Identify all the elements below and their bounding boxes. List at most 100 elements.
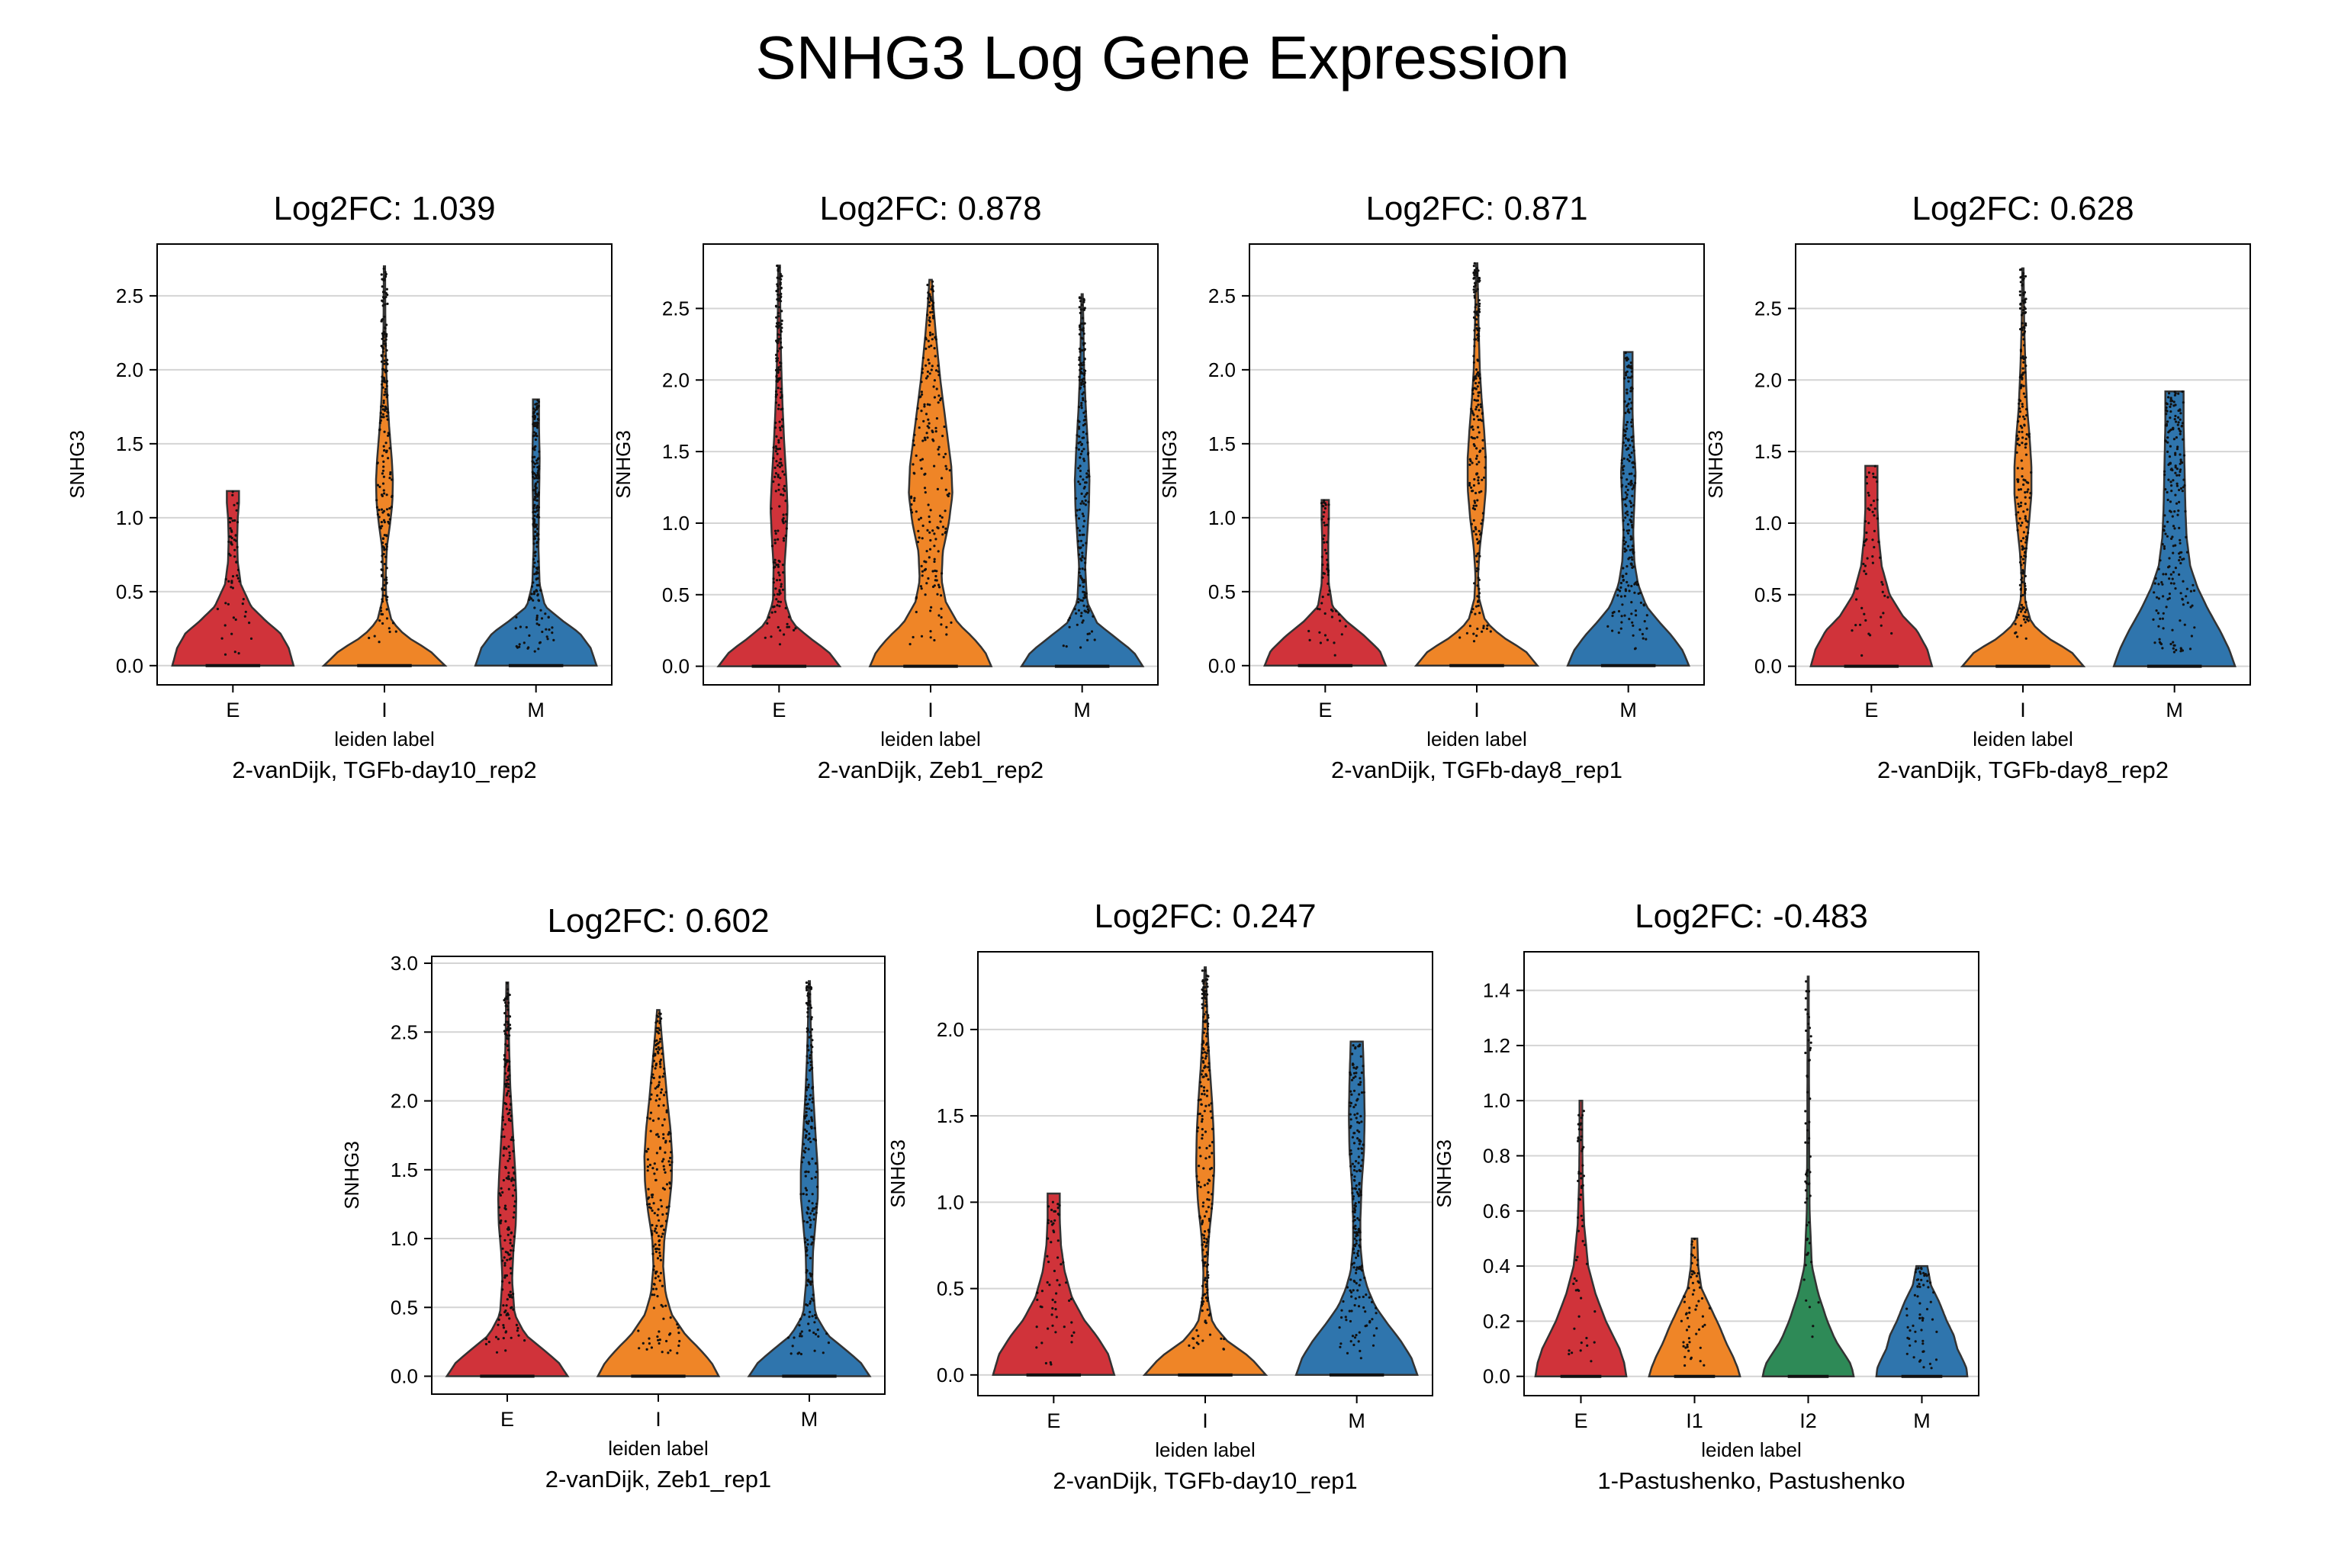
cell-point: [1307, 629, 1310, 633]
cell-point: [1362, 1091, 1365, 1094]
cell-point: [1322, 571, 1325, 575]
cell-point: [2017, 503, 2020, 506]
x-tick-label: I: [655, 1408, 661, 1431]
cell-point: [2181, 390, 2184, 394]
cell-point: [385, 333, 388, 336]
x-tick-label: I: [928, 699, 934, 721]
cell-point: [2021, 284, 2024, 287]
y-tick-label: 0.4: [1483, 1255, 1510, 1277]
cell-point: [920, 635, 924, 638]
cell-point: [2026, 520, 2029, 523]
cell-point: [776, 283, 779, 286]
cell-point: [394, 630, 397, 633]
cell-point: [920, 467, 923, 471]
cell-point: [1475, 538, 1479, 541]
cell-point: [1051, 1324, 1054, 1327]
cell-point: [534, 487, 538, 490]
cell-point: [774, 395, 777, 398]
cell-point: [774, 450, 777, 453]
cell-point: [809, 1212, 812, 1215]
cell-point: [1083, 557, 1086, 560]
cell-point: [2020, 603, 2023, 606]
cell-point: [811, 1087, 814, 1090]
cell-point: [1481, 419, 1484, 423]
cell-point: [661, 1052, 664, 1056]
cell-point: [2166, 410, 2169, 413]
cell-point: [381, 482, 385, 485]
cell-point: [1080, 383, 1083, 387]
cell-point: [941, 477, 944, 480]
cell-point: [1812, 1325, 1815, 1328]
cell-points: [1851, 464, 1893, 657]
cell-point: [1047, 1327, 1050, 1330]
cell-point: [809, 1310, 812, 1313]
cell-point: [2171, 515, 2174, 518]
cell-point: [2015, 451, 2018, 455]
cell-point: [1470, 486, 1473, 490]
cell-point: [1571, 1351, 1574, 1354]
cell-point: [931, 304, 934, 307]
cell-point: [1047, 1237, 1050, 1240]
panel-caption: 2-vanDijk, TGFb-day10_rep2: [232, 757, 536, 783]
cell-point: [1690, 1273, 1693, 1276]
cell-point: [376, 484, 379, 487]
cell-point: [509, 1295, 512, 1299]
cell-point: [1690, 1276, 1693, 1279]
cell-point: [1585, 1262, 1589, 1265]
cell-point: [495, 1351, 499, 1354]
cell-point: [807, 1148, 810, 1151]
cell-point: [659, 1199, 662, 1202]
cell-point: [1357, 1162, 1360, 1165]
cell-point: [812, 1331, 815, 1335]
cell-point: [1082, 431, 1085, 434]
cell-point: [1206, 1032, 1209, 1035]
cell-point: [1479, 449, 1482, 452]
cell-point: [1580, 1214, 1583, 1217]
cell-point: [1327, 570, 1330, 574]
cell-point: [656, 1085, 659, 1088]
cell-point: [1355, 1271, 1358, 1274]
cell-point: [381, 368, 384, 371]
cell-point: [506, 1037, 509, 1040]
cell-point: [1484, 455, 1487, 458]
cell-point: [503, 1135, 506, 1139]
cell-point: [806, 1243, 809, 1246]
cell-point: [777, 403, 780, 406]
cell-point: [238, 580, 241, 583]
cell-point: [227, 602, 230, 606]
cell-point: [1927, 1273, 1930, 1276]
cell-point: [534, 484, 537, 487]
panel-caption: 2-vanDijk, Zeb1_rep1: [545, 1466, 771, 1492]
cell-point: [1082, 322, 1085, 325]
cell-point: [1624, 352, 1627, 355]
cell-point: [2168, 455, 2172, 458]
cell-point: [661, 1284, 664, 1287]
cell-point: [1081, 599, 1084, 602]
cell-point: [512, 1184, 515, 1187]
cell-point: [1084, 400, 1087, 403]
cell-point: [1475, 635, 1478, 638]
cell-point: [1046, 1280, 1049, 1284]
cell-point: [385, 451, 388, 454]
cell-point: [1475, 373, 1478, 376]
cell-point: [815, 1206, 818, 1209]
cell-point: [659, 1037, 662, 1040]
cell-point: [909, 508, 912, 512]
cell-point: [2022, 358, 2025, 361]
cell-point: [810, 1109, 813, 1112]
cell-point: [2174, 471, 2177, 474]
cell-point: [381, 541, 384, 545]
cell-point: [2163, 514, 2166, 517]
cell-point: [2172, 426, 2175, 429]
cell-point: [502, 1304, 505, 1307]
cell-point: [803, 1117, 806, 1120]
cell-point: [2025, 408, 2028, 411]
cell-point: [538, 450, 541, 453]
cell-point: [1065, 645, 1068, 648]
violin-E: [1534, 1099, 1628, 1377]
cell-point: [651, 1252, 654, 1255]
cell-point: [1051, 1298, 1054, 1301]
cell-point: [1619, 581, 1622, 585]
cell-point: [1353, 1165, 1356, 1168]
cell-point: [777, 349, 780, 352]
